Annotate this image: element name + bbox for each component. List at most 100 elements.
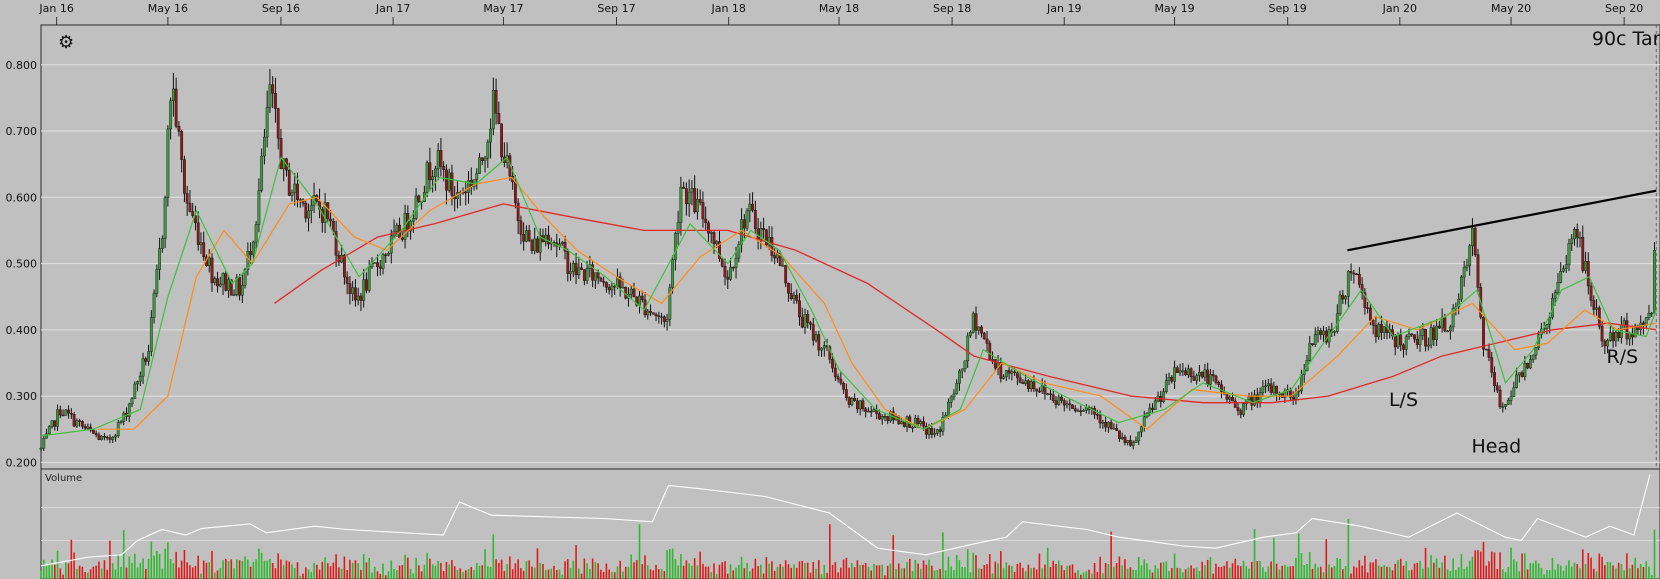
candle-body [1060,396,1063,401]
candle-body [188,202,192,212]
y-tick-label: 0.300 [6,390,38,403]
candle-body [1357,274,1361,285]
candle-body [185,193,189,204]
candle-body [78,420,82,422]
candle-body [1073,408,1077,411]
candle-body [963,360,967,370]
candle-body [1421,328,1425,336]
candle-body [1214,375,1218,383]
candle-body [1115,428,1119,431]
candle-body [1471,227,1474,247]
candle-body [585,268,589,281]
candle-body [582,269,586,281]
candle-body [348,283,352,294]
candle-body [560,242,564,245]
candle-body [1024,380,1028,384]
candle-body [489,128,492,143]
candle-body [158,248,161,270]
candle-body [1272,385,1276,393]
candle-body [803,314,807,328]
x-tick-label: Jan 16 [38,2,73,15]
candle-body [607,287,611,291]
candle-body [67,409,70,414]
candle-body [646,310,650,316]
candle-body [1051,394,1055,401]
candle-body [1184,370,1188,375]
candle-body [194,215,197,223]
candle-body [687,191,691,205]
volume-grid [41,507,1660,541]
candle-body [1151,407,1154,410]
candle-body [800,316,804,328]
candle-body [1410,333,1414,336]
candle-body [621,286,625,289]
candle-body [1018,377,1022,383]
candle-body [1617,332,1621,338]
x-tick-label: Sep 16 [262,2,300,15]
candle-body [831,359,834,369]
candle-body [1415,339,1419,345]
candle-body [1153,400,1157,410]
candle-body [1181,370,1185,372]
candle-body [632,288,636,298]
candle-body [1614,332,1618,342]
candle-body [232,294,236,296]
candle-body [839,378,843,384]
candle-body [1523,363,1527,377]
candle-body [180,131,184,160]
candle-body [1021,382,1025,384]
candle-body [902,421,906,427]
candle-body [1424,328,1427,347]
annotations: 90c Target L/S Head R/S [1389,28,1660,458]
candle-body [861,400,865,410]
candle-body [290,192,294,196]
candle-body [1062,400,1066,406]
candle-body [61,414,65,417]
candle-body [789,293,793,299]
candle-body [39,447,43,450]
candle-body [690,188,694,193]
candle-body [257,190,261,225]
candle-body [464,191,468,194]
candle-body [263,136,266,157]
candle-body [169,100,173,130]
candle-body [1170,377,1174,382]
volume-average-line [40,474,1651,567]
gear-icon[interactable]: ⚙ [58,32,75,53]
candle-body [417,195,421,202]
candle-body [196,222,200,245]
candle-body [938,429,942,432]
candle-body [359,295,363,301]
candle-body [878,413,881,420]
candle-body [867,410,870,413]
candle-body [345,276,349,284]
candle-body [1600,326,1604,342]
candle-body [640,295,644,301]
candle-body [326,202,330,220]
candle-body [1498,389,1502,407]
candle-body [1076,410,1080,412]
candle-body [1026,380,1030,389]
candle-body [1002,376,1005,379]
candle-body [729,266,732,280]
candle-body [334,231,338,256]
candle-body [748,203,752,212]
candle-body [238,277,241,296]
candle-body [1175,367,1179,374]
candle-body [1225,393,1229,400]
candle-body [842,383,846,390]
main-plot-area [40,24,1660,470]
candle-body [1095,414,1099,416]
candle-body [580,267,583,270]
candle-body [1451,308,1455,328]
candle-body [1586,261,1590,287]
candle-body [704,218,708,223]
candle-body [1004,370,1008,378]
candle-body [1189,368,1193,377]
x-tick-label: May 19 [1154,2,1194,15]
candle-body [1054,400,1058,405]
candle-body [428,162,432,181]
candle-body [993,359,997,369]
candle-body [709,232,713,234]
candle-body [414,195,418,219]
